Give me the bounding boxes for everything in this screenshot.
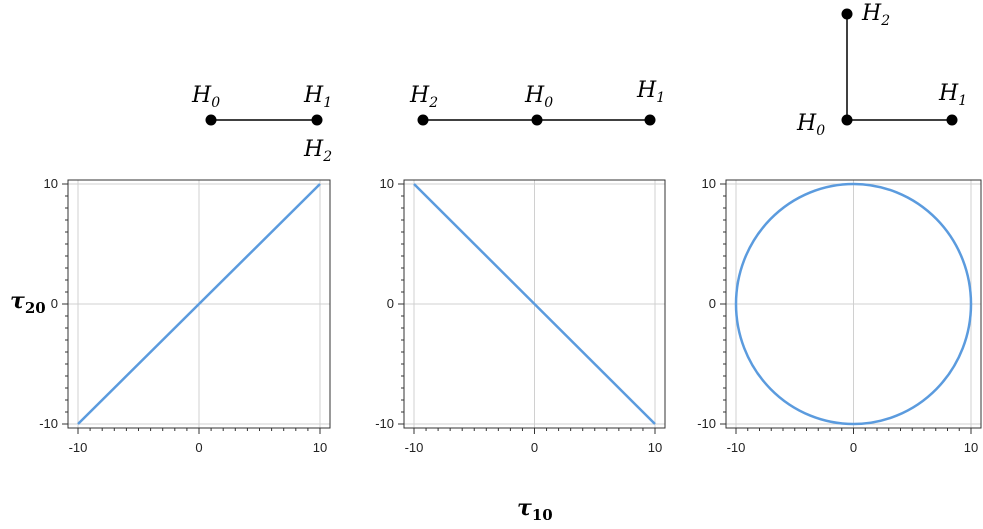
node-label-h2: H2 [303, 137, 332, 165]
series-line [77, 183, 321, 425]
node-label-h2: H2 [409, 83, 438, 111]
series-circle [734, 182, 973, 426]
y-tick-label: 10 [380, 176, 394, 191]
graph-node [841, 114, 853, 126]
y-tick-label: -10 [39, 416, 58, 431]
x-tick-label: -10 [727, 440, 746, 455]
graph-node [311, 114, 323, 126]
graph-node [644, 114, 656, 126]
node-label-h1: H1 [636, 78, 665, 106]
series-line [413, 183, 656, 425]
x-axis-title: τ10 [517, 495, 553, 524]
node-label-h0: H0 [796, 111, 825, 139]
y-tick-label: -10 [697, 416, 716, 431]
graph-node [841, 8, 853, 20]
x-tick-label: 10 [964, 440, 978, 455]
node-label-h1: H1 [938, 81, 967, 109]
x-tick-label: 0 [195, 440, 202, 455]
y-tick-label: -10 [375, 416, 394, 431]
node-label-h0: H0 [191, 83, 220, 111]
y-tick-label: 0 [51, 296, 58, 311]
y-tick-label: 10 [44, 176, 58, 191]
graph-node [205, 114, 217, 126]
y-tick-label: 10 [702, 176, 716, 191]
x-tick-label: 0 [850, 440, 857, 455]
y-tick-label: 0 [387, 296, 394, 311]
x-tick-label: 10 [648, 440, 662, 455]
x-tick-label: 0 [531, 440, 538, 455]
y-axis-title: τ20 [10, 288, 46, 317]
node-label-h1: H1 [303, 83, 332, 111]
graph-node [946, 114, 958, 126]
x-tick-label: -10 [69, 440, 88, 455]
y-tick-label: 0 [709, 296, 716, 311]
graph-node [417, 114, 429, 126]
node-label-h2: H2 [861, 1, 890, 29]
x-tick-label: 10 [313, 440, 327, 455]
x-tick-label: -10 [405, 440, 424, 455]
node-label-h0: H0 [524, 83, 553, 111]
graph-node [531, 114, 543, 126]
